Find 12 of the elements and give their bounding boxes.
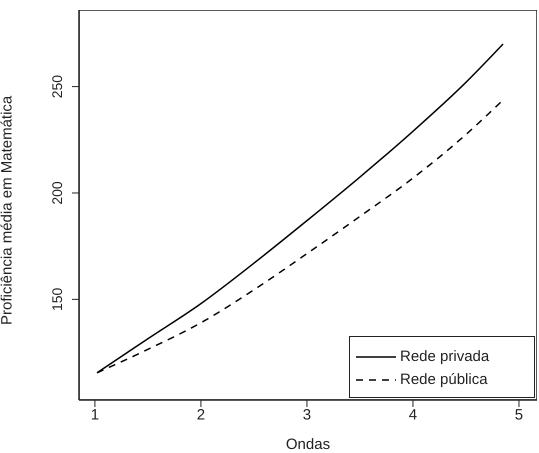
y-axis-title: Proficiência média em Matemática bbox=[0, 95, 16, 325]
x-tick-label: 2 bbox=[196, 406, 206, 424]
x-tick-label: 3 bbox=[302, 406, 312, 424]
x-tick-label: 1 bbox=[90, 406, 100, 424]
legend-label: Rede pública bbox=[400, 371, 488, 388]
y-tick-label: 200 bbox=[49, 181, 65, 205]
x-axis-title: Ondas bbox=[286, 436, 330, 453]
y-tick-label: 150 bbox=[49, 287, 65, 312]
x-tick-label: 4 bbox=[408, 406, 418, 424]
x-tick-label: 5 bbox=[514, 406, 524, 424]
y-tick-label: 250 bbox=[49, 74, 65, 98]
legend-label: Rede privada bbox=[400, 348, 490, 365]
